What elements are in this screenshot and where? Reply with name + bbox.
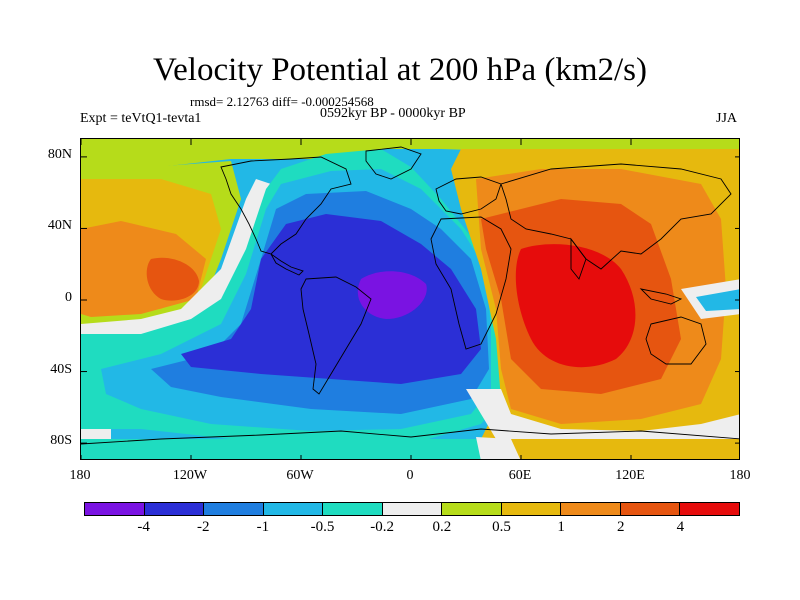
colorbar: [84, 502, 740, 516]
x-tick-label: 120W: [172, 468, 208, 483]
map-plot-area: [80, 138, 740, 460]
field-dark-blue: [181, 214, 481, 384]
y-tick-label: 0: [65, 290, 72, 305]
colorbar-label: -1: [256, 519, 270, 535]
colorbar-label: 0.5: [492, 519, 511, 535]
field-zero-band-east: [466, 389, 739, 444]
contour-map: [81, 139, 739, 459]
colorbar-segment: [561, 503, 621, 515]
season-label: JJA: [716, 111, 738, 126]
x-tick-label: 0: [406, 468, 414, 483]
colorbar-label: -0.5: [310, 519, 335, 535]
coastlines: [81, 146, 739, 445]
x-tick-label: 60W: [286, 468, 314, 483]
y-tick-label: 80N: [47, 146, 72, 162]
colorbar-segment: [501, 503, 562, 515]
field-purple-min: [357, 271, 427, 319]
stats-text: rmsd= 2.12763 diff= -0.000254568: [190, 94, 374, 109]
field-cyan-pacific-east: [696, 289, 739, 311]
colorbar-segment: [204, 503, 264, 515]
x-tick-label: 120E: [615, 468, 645, 483]
colorbar-segment: [442, 503, 502, 515]
colorbar-segment: [144, 503, 205, 515]
chart-title: Velocity Potential at 200 hPa (km2/s): [152, 52, 648, 88]
colorbar-segment: [382, 503, 443, 515]
colorbar-label: 2: [616, 519, 625, 535]
y-tick-label: 40S: [50, 361, 72, 377]
experiment-label: Expt = teVtQ1-tevta1: [80, 111, 202, 126]
colorbar-segment: [263, 503, 324, 515]
field-south-yellow: [491, 439, 739, 459]
x-tick-label: 180: [69, 468, 91, 483]
colorbar-segment: [85, 503, 145, 515]
field-west-pacific-red: [146, 257, 199, 301]
field-east-red-max: [515, 244, 636, 368]
colorbar-label: 0.2: [432, 519, 452, 535]
x-tick-label: 180: [729, 468, 751, 483]
colorbar-label: 1: [557, 519, 565, 535]
field-south-white: [476, 437, 521, 459]
colorbar-label: -2: [197, 519, 210, 535]
colorbar-label: -0.2: [370, 519, 395, 535]
period-label: 0592kyr BP - 0000kyr BP: [320, 106, 466, 121]
colorbar-segment: [620, 503, 681, 515]
colorbar-segment: [323, 503, 383, 515]
colorbar-label: -4: [137, 519, 150, 535]
y-tick-label: 40N: [47, 218, 72, 234]
colorbar-segment: [680, 503, 740, 515]
y-tick-label: 80S: [50, 433, 72, 449]
x-tick-label: 60E: [508, 468, 532, 483]
colorbar-label: 4: [676, 519, 685, 535]
